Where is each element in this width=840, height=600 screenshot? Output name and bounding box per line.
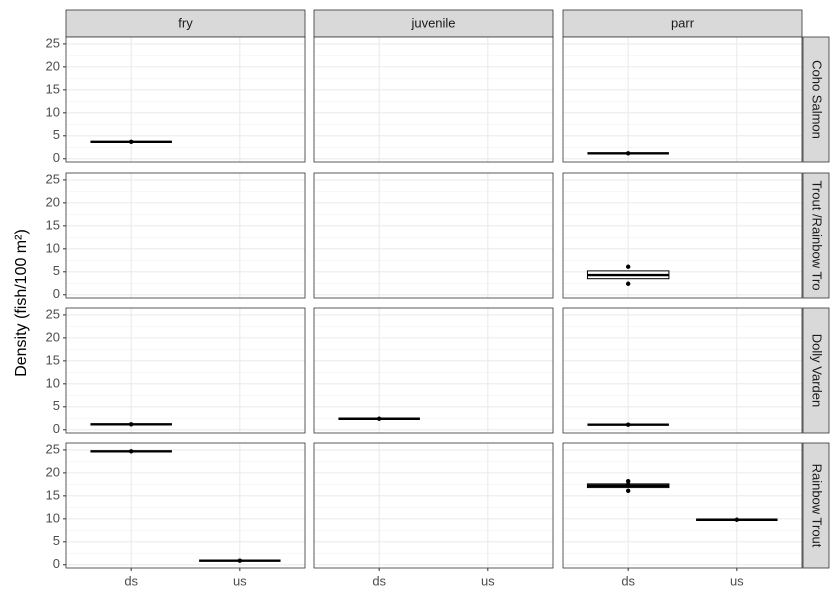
row-strip-label: Trout /Rainbow Tro (810, 180, 825, 290)
data-point (625, 281, 631, 286)
x-tick-label: ds (621, 573, 635, 588)
column-strip-label: fry (178, 15, 193, 30)
y-tick-label: 10 (46, 240, 60, 255)
data-point (734, 517, 740, 522)
y-tick-label: 5 (53, 263, 60, 278)
row-strip-label: Rainbow Trout (810, 464, 825, 548)
panel-background (563, 173, 802, 298)
y-tick-label: 25 (46, 306, 60, 321)
row-strip (802, 307, 830, 434)
y-tick-label: 15 (46, 487, 60, 502)
row-strip-label: Dolly Varden (810, 334, 825, 407)
y-tick-label: 10 (46, 510, 60, 525)
y-tick-label: 15 (46, 217, 60, 232)
data-point (625, 264, 631, 269)
y-tick-label: 0 (53, 150, 60, 165)
x-tick-label: us (730, 573, 744, 588)
panel-border (562, 307, 803, 434)
column-strip (313, 9, 554, 38)
data-point (128, 139, 134, 144)
y-tick-label: 5 (53, 127, 60, 142)
y-tick-label: 0 (53, 556, 60, 571)
panel-border (65, 172, 306, 299)
panel-border (313, 442, 554, 569)
y-tick-label: 15 (46, 81, 60, 96)
y-tick-label: 25 (46, 441, 60, 456)
column-strip (562, 9, 803, 38)
data-point (625, 488, 631, 493)
panel-background (314, 173, 553, 298)
panel-border (562, 172, 803, 299)
x-tick-label: ds (372, 573, 386, 588)
panel-border (562, 36, 803, 163)
y-tick-label: 20 (46, 329, 60, 344)
panel-background (66, 37, 305, 162)
data-point (625, 478, 631, 484)
panel-background (66, 173, 305, 298)
x-tick-label: ds (124, 573, 138, 588)
column-strip-label: juvenile (410, 15, 455, 30)
data-point (128, 422, 134, 427)
data-point (128, 449, 134, 454)
y-tick-label: 0 (53, 421, 60, 436)
panel-border (65, 307, 306, 434)
y-tick-label: 0 (53, 286, 60, 301)
y-tick-label: 10 (46, 375, 60, 390)
panel-border (313, 307, 554, 434)
column-strip-label: parr (671, 15, 695, 30)
row-strip (802, 172, 830, 299)
data-point (625, 422, 631, 427)
y-tick-label: 5 (53, 398, 60, 413)
panel-background (563, 37, 802, 162)
y-tick-label: 25 (46, 35, 60, 50)
y-tick-label: 20 (46, 194, 60, 209)
row-strip (802, 442, 830, 569)
panel-background (314, 443, 553, 568)
y-tick-label: 20 (46, 58, 60, 73)
y-tick-label: 25 (46, 171, 60, 186)
panel-border (65, 36, 306, 163)
panel-background (314, 308, 553, 433)
panel-background (563, 443, 802, 568)
column-strip (65, 9, 306, 38)
y-tick-label: 10 (46, 104, 60, 119)
x-tick-label: us (481, 573, 495, 588)
x-tick-label: us (233, 573, 247, 588)
panel-border (65, 442, 306, 569)
panel-border (562, 442, 803, 569)
panel-border (313, 36, 554, 163)
y-tick-label: 5 (53, 533, 60, 548)
panel-background (66, 308, 305, 433)
data-point (625, 151, 631, 156)
panel-border (313, 172, 554, 299)
panel-background (66, 443, 305, 568)
y-tick-label: 15 (46, 352, 60, 367)
panel-background (314, 37, 553, 162)
data-point (625, 482, 631, 487)
y-tick-label: 20 (46, 464, 60, 479)
data-point (376, 416, 382, 421)
panel-background (563, 308, 802, 433)
row-strip-label: Coho Salmon (810, 60, 825, 139)
y-axis-label: Density (fish/100 m²) (13, 229, 30, 377)
row-strip (802, 36, 830, 163)
data-point (237, 558, 243, 563)
